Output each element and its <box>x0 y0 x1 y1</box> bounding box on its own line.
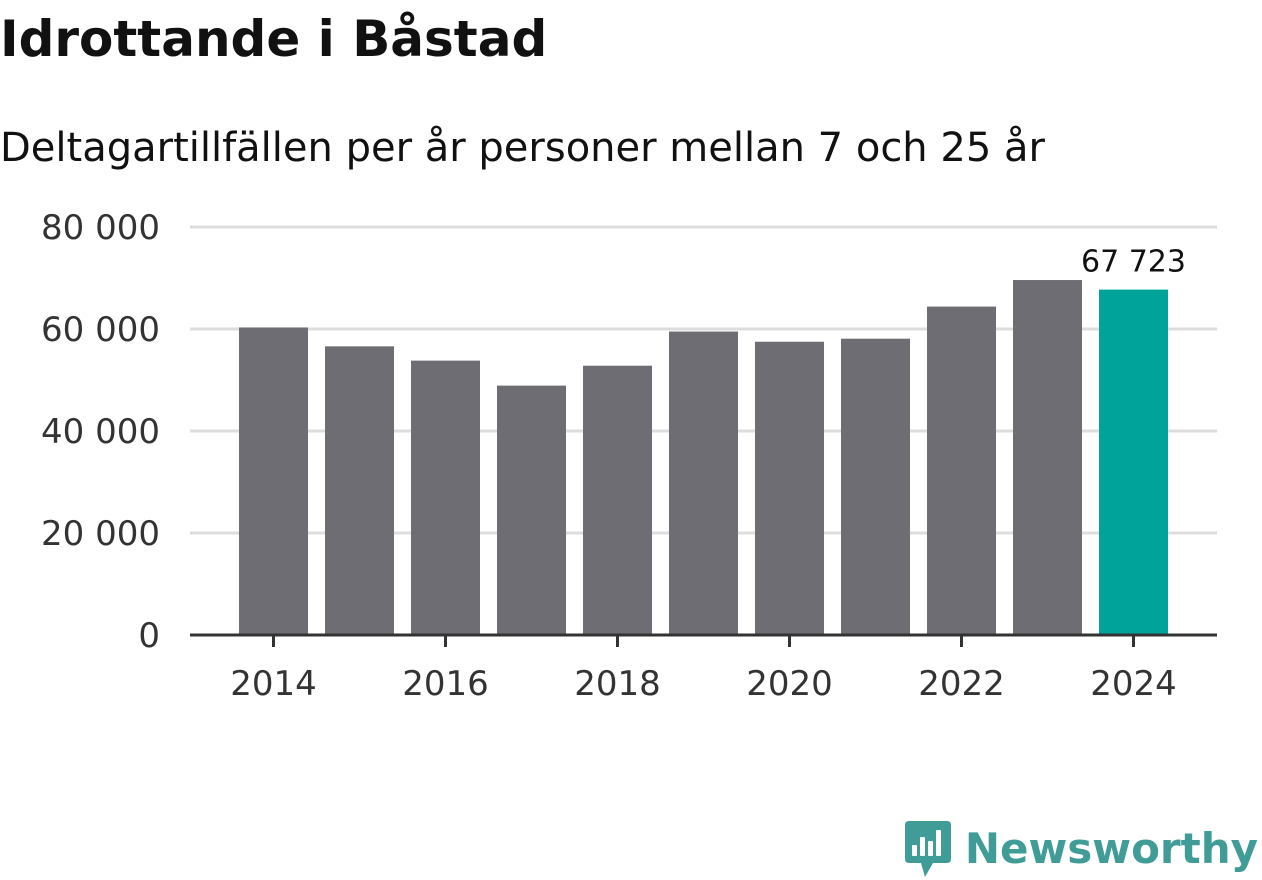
bar <box>325 346 394 635</box>
bar <box>583 365 652 635</box>
y-tick-label: 60 000 <box>41 310 160 350</box>
y-tick-label: 80 000 <box>41 208 160 248</box>
bar <box>1013 280 1082 635</box>
data-label: 67 723 <box>1081 245 1186 280</box>
axes <box>190 633 1217 647</box>
x-tick-label: 2020 <box>746 664 833 704</box>
bar <box>411 360 480 635</box>
x-tick-label: 2016 <box>402 664 489 704</box>
brand: Newsworthy <box>903 818 1258 880</box>
labels: 0 20 000 40 000 60 000 80 000 2014 2016 2018 202… <box>41 208 1186 704</box>
newsworthy-logo-icon <box>904 821 951 877</box>
bar <box>927 306 996 635</box>
bars <box>239 280 1168 635</box>
bar <box>841 338 910 635</box>
brand-name: Newsworthy <box>964 824 1258 873</box>
bar <box>497 385 566 635</box>
x-tick-label: 2014 <box>230 664 317 704</box>
y-tick-label: 40 000 <box>41 412 160 452</box>
bar-chart: 0 20 000 40 000 60 000 80 000 2014 2016 2018 202… <box>41 208 1217 704</box>
x-tick-label: 2024 <box>1090 664 1177 704</box>
bar <box>669 331 738 635</box>
x-tick-label: 2018 <box>574 664 661 704</box>
bar <box>755 341 824 635</box>
x-tick-label: 2022 <box>918 664 1005 704</box>
bar <box>239 327 308 635</box>
y-tick-label: 0 <box>138 616 160 656</box>
y-tick-label: 20 000 <box>41 514 160 554</box>
chart-subtitle: Deltagartillfällen per år personer mella… <box>0 125 1045 171</box>
chart-title: Idrottande i Båstad <box>0 10 548 68</box>
bar-highlight <box>1099 289 1168 635</box>
